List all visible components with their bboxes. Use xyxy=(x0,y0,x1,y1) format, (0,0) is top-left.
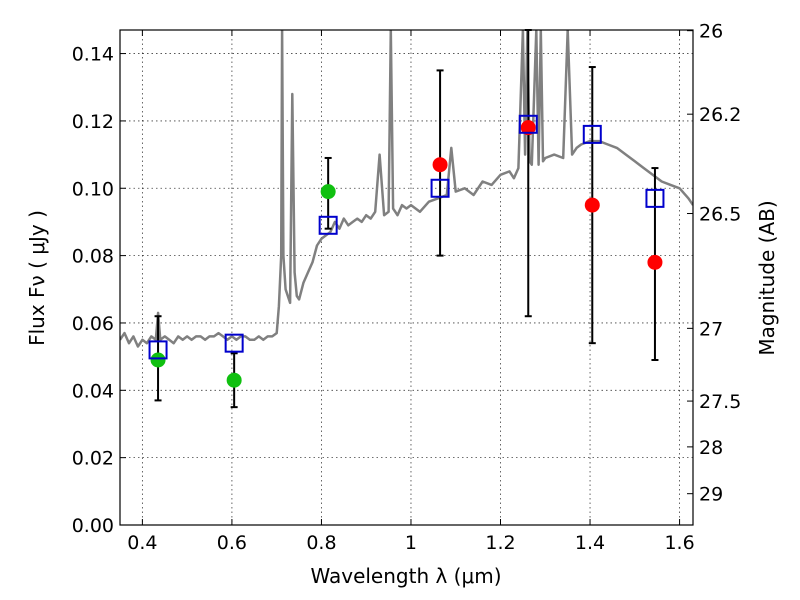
y-tick-label: 0.00 xyxy=(72,515,114,537)
plot-frame xyxy=(119,29,694,526)
y2-tick-label: 26 xyxy=(699,21,723,43)
ticks xyxy=(120,30,693,526)
model-photometry-square xyxy=(148,340,168,360)
photometry-point xyxy=(320,184,336,200)
y-tick-label: 0.02 xyxy=(72,448,114,470)
model-photometry-square xyxy=(582,124,602,144)
model-photometry-square xyxy=(224,333,244,353)
tick-labels: 0.4 0.6 0.8 1 1.2 1.4 1.6 0.00 0.02 0.04 0.06 0.08 0… xyxy=(72,21,742,554)
photometry-point xyxy=(226,372,242,388)
x-tick-label: 0.6 xyxy=(217,532,247,554)
photometry-point xyxy=(150,352,166,368)
model-photometry-square xyxy=(645,188,665,208)
model-photometry-square xyxy=(518,114,538,134)
y-tick-label: 0.10 xyxy=(72,178,114,200)
y2-tick-label: 28 xyxy=(699,437,723,459)
y-axis-label: Flux Fν ( μJy ) xyxy=(25,210,49,346)
markers xyxy=(148,114,665,388)
data-layer xyxy=(120,30,693,348)
y2-tick-label: 27.5 xyxy=(699,391,741,413)
grid xyxy=(120,30,693,526)
photometry-point xyxy=(432,157,448,173)
y2-tick-label: 29 xyxy=(699,484,723,506)
x-tick-label: 1.4 xyxy=(575,532,605,554)
y-tick-label: 0.04 xyxy=(72,380,114,402)
y2-tick-label: 26.5 xyxy=(699,204,741,226)
y-tick-label: 0.06 xyxy=(72,313,114,335)
y2-tick-label: 26.2 xyxy=(699,104,741,126)
x-tick-label: 1 xyxy=(405,532,417,554)
y-tick-label: 0.12 xyxy=(72,111,114,133)
y-tick-label: 0.08 xyxy=(72,246,114,268)
y-tick-label: 0.14 xyxy=(72,44,114,66)
photometry-point xyxy=(584,197,600,213)
y2-tick-label: 27 xyxy=(699,318,723,340)
model-photometry-square xyxy=(318,215,338,235)
x-tick-label: 0.8 xyxy=(306,532,336,554)
y2-axis-label: Magnitude (AB) xyxy=(755,200,779,355)
model-photometry-square xyxy=(430,178,450,198)
x-axis-label: Wavelength λ (μm) xyxy=(310,564,501,588)
x-tick-label: 1.6 xyxy=(664,532,694,554)
x-tick-label: 0.4 xyxy=(127,532,157,554)
x-tick-label: 1.2 xyxy=(485,532,515,554)
photometry-point xyxy=(647,254,663,270)
plot-area xyxy=(120,30,693,525)
sed-model-line xyxy=(120,30,693,348)
photometry-point xyxy=(520,120,536,136)
